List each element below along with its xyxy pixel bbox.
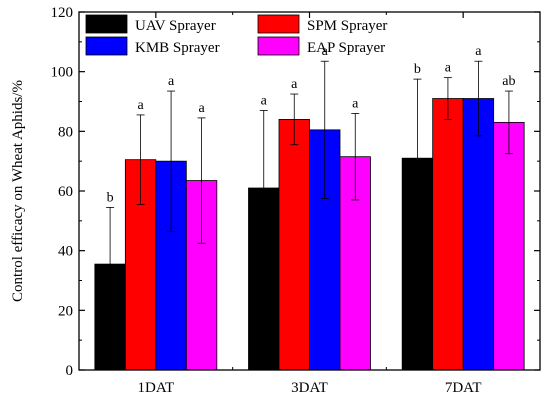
x-axis-ticks: 1DAT 3DAT 7DAT [137, 12, 482, 396]
y-tick-label: 100 [51, 65, 74, 81]
significance-label: a [445, 61, 452, 76]
bar [493, 121, 525, 371]
legend-item: SPM Sprayer [257, 14, 387, 34]
error-bar [136, 114, 145, 205]
error-bar [474, 60, 483, 137]
significance-label: a [291, 77, 298, 92]
x-tick-label: 7DAT [445, 380, 482, 396]
legend-label: EAP Sprayer [307, 40, 385, 56]
y-tick-label: 120 [51, 5, 74, 21]
y-tick-label: 80 [58, 124, 73, 140]
bar [432, 98, 464, 371]
x-tick-label: 1DAT [137, 380, 174, 396]
significance-label: b [107, 190, 114, 205]
y-tick-label: 40 [58, 244, 73, 260]
significance-label: a [168, 74, 175, 89]
legend-label: UAV Sprayer [135, 18, 216, 34]
legend-label: SPM Sprayer [307, 18, 387, 34]
plot-frame [78, 11, 541, 371]
error-bar [106, 207, 115, 322]
error-bar [259, 110, 268, 266]
legend: UAV Sprayer SPM Sprayer KMB Sprayer EAP Spr… [85, 14, 387, 56]
significance-label: a [352, 96, 359, 111]
error-bar [320, 60, 329, 199]
y-tick-label: 0 [66, 363, 74, 379]
legend-swatch [85, 14, 128, 34]
error-bar [351, 113, 360, 201]
x-tick-label: 3DAT [291, 380, 328, 396]
significance-label: a [475, 44, 482, 59]
y-tick-label: 60 [58, 184, 73, 200]
error-bars [106, 60, 513, 322]
error-bar [443, 77, 452, 120]
y-tick-label: 20 [58, 303, 73, 319]
legend-swatch [85, 36, 128, 56]
significance-label: a [261, 93, 268, 108]
legend-swatch [257, 14, 300, 34]
error-bar [413, 78, 422, 238]
significance-label: a [322, 44, 329, 59]
y-axis-title: Control efficacy on Wheat Aphids/% [10, 80, 26, 302]
significance-label: a [198, 101, 205, 116]
y-axis-ticks: 0 20 40 60 80 100 120 [51, 5, 540, 379]
legend-item: KMB Sprayer [85, 36, 220, 56]
legend-swatch [257, 36, 300, 56]
bar [278, 119, 310, 371]
error-bar [290, 93, 299, 146]
legend-item: UAV Sprayer [85, 14, 216, 34]
error-bar [197, 117, 206, 244]
legend-label: KMB Sprayer [135, 40, 220, 56]
bars [94, 98, 525, 371]
legend-item: EAP Sprayer [257, 36, 385, 56]
bar [462, 98, 495, 371]
significance-label: b [414, 62, 421, 77]
significance-label: ab [502, 74, 515, 89]
error-bar [504, 90, 513, 155]
error-bar [167, 90, 176, 232]
significance-label: a [137, 98, 144, 113]
